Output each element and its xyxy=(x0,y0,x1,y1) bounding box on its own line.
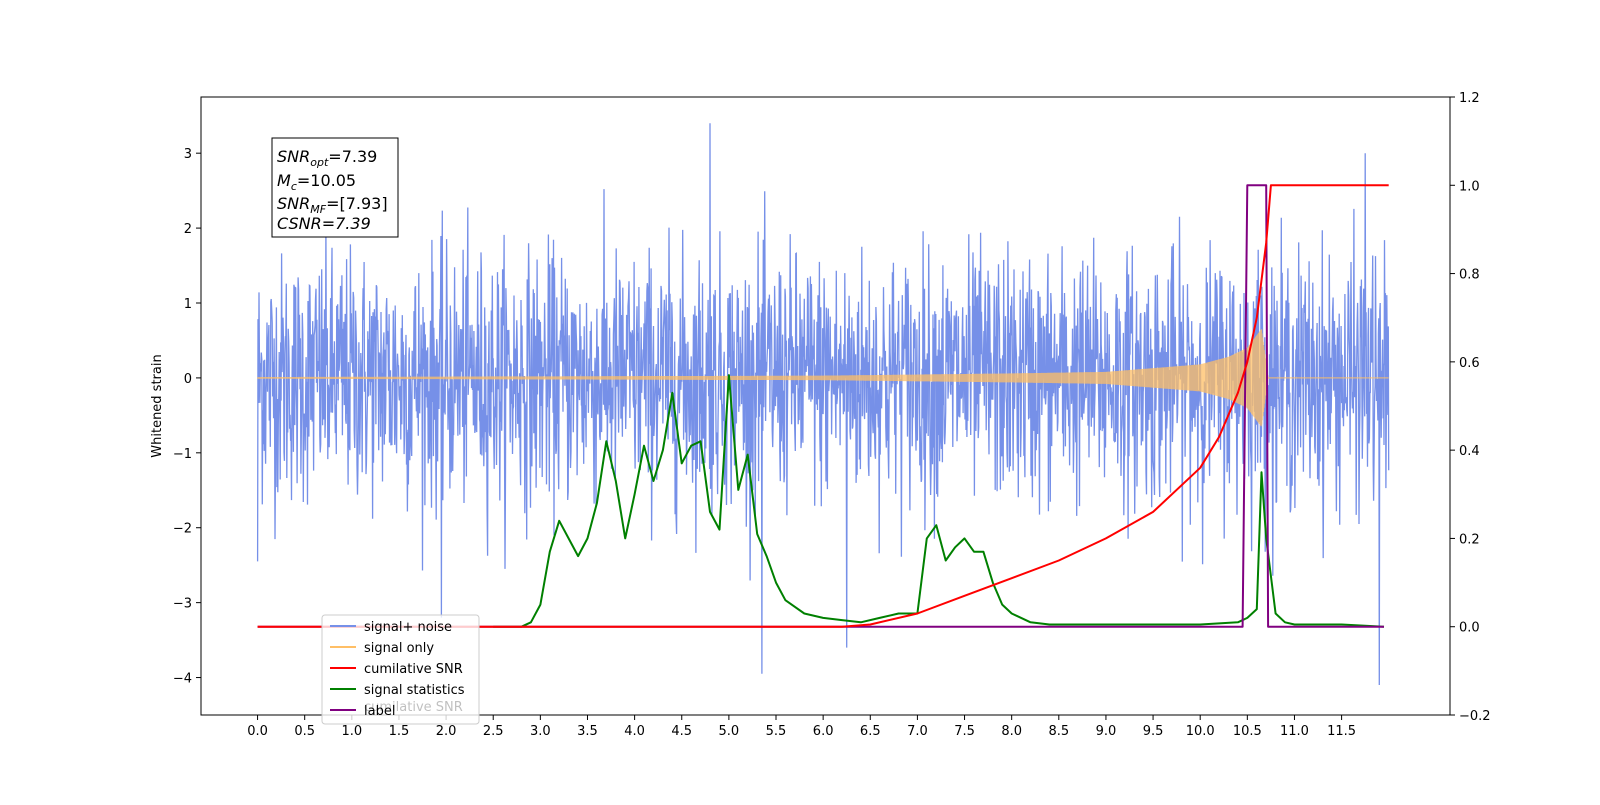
x-tick-label-16: 8.0 xyxy=(1001,724,1022,739)
x-tick-label-20: 10.0 xyxy=(1186,724,1215,739)
x-tick-label-2: 1.0 xyxy=(341,724,362,739)
y-tick-label-0: 3 xyxy=(184,147,192,162)
x-tick-label-3: 1.5 xyxy=(389,724,410,739)
x-tick-label-15: 7.5 xyxy=(954,724,975,739)
x-tick-label-22: 11.0 xyxy=(1280,724,1309,739)
x-tick-label-10: 5.0 xyxy=(719,724,740,739)
x-tick-label-17: 8.5 xyxy=(1048,724,1069,739)
x-tick-label-11: 5.5 xyxy=(766,724,787,739)
x-tick-label-4: 2.0 xyxy=(436,724,457,739)
y2-tick-label-7: −0.2 xyxy=(1459,709,1491,724)
legend-ghost-label: cumilative SNR xyxy=(364,700,463,715)
series-signal-noise-line xyxy=(256,123,1390,686)
y-axis-right: 1.2 1.0 0.8 0.6 0.4 0.2 0.0 −0.2 xyxy=(1450,91,1491,724)
x-tick-label-12: 6.0 xyxy=(813,724,834,739)
y-tick-label-6: −3 xyxy=(173,597,192,612)
legend-label-1: signal only xyxy=(364,641,434,656)
legend-label-3: signal statistics xyxy=(364,683,465,698)
x-tick-label-9: 4.5 xyxy=(671,724,692,739)
x-tick-label-19: 9.5 xyxy=(1143,724,1164,739)
y-tick-label-3: 0 xyxy=(184,372,192,387)
annotation-snr-opt: SNRopt=7.39 xyxy=(277,147,377,169)
y-axis-label: Whitened strain xyxy=(150,354,165,457)
y-tick-label-2: 1 xyxy=(184,297,192,312)
x-tick-label-18: 9.0 xyxy=(1096,724,1117,739)
annotation-snr-mf: SNRMF=[7.93] xyxy=(277,194,388,216)
legend: cumilative SNR signal+ noise signal only cu… xyxy=(321,614,480,725)
x-tick-label-8: 4.0 xyxy=(624,724,645,739)
y2-tick-label-2: 0.8 xyxy=(1459,268,1480,283)
y-tick-label-5: −2 xyxy=(173,522,192,537)
x-tick-label-0: 0.0 xyxy=(247,724,268,739)
x-axis: 0.0 0.5 1.0 1.5 2.0 2.5 3.0 3.5 4.0 4.5 5.0 5.5 6.0 6… xyxy=(247,715,1356,739)
y-tick-label-1: 2 xyxy=(184,222,192,237)
series-signal-statistics-line xyxy=(493,374,1385,628)
series-layer xyxy=(256,123,1390,686)
legend-label-4: label xyxy=(364,704,395,719)
y2-tick-label-6: 0.0 xyxy=(1459,621,1480,636)
y2-tick-label-3: 0.6 xyxy=(1459,356,1480,371)
y2-tick-label-5: 0.2 xyxy=(1459,532,1480,547)
series-cumulative-snr-line xyxy=(257,184,1389,628)
annotation-csnr: CSNR=7.39 xyxy=(277,214,371,233)
legend-label-0: signal+ noise xyxy=(364,620,452,635)
series-signal-only-line xyxy=(257,329,1389,427)
x-tick-label-13: 6.5 xyxy=(860,724,881,739)
x-tick-label-6: 3.0 xyxy=(530,724,551,739)
legend-label-2: cumilative SNR xyxy=(364,662,463,677)
y2-tick-label-1: 1.0 xyxy=(1459,179,1480,194)
x-tick-label-14: 7.0 xyxy=(907,724,928,739)
y2-tick-label-4: 0.4 xyxy=(1459,444,1480,459)
x-tick-label-5: 2.5 xyxy=(483,724,504,739)
annotation-box: SNRopt=7.39 Mc=10.05 SNRMF=[7.93] CSNR=7… xyxy=(271,137,399,238)
plot-frame xyxy=(200,96,1451,716)
x-tick-label-23: 11.5 xyxy=(1327,724,1356,739)
x-tick-label-7: 3.5 xyxy=(577,724,598,739)
y2-tick-label-0: 1.2 xyxy=(1459,91,1480,106)
annotation-mc: Mc=10.05 xyxy=(277,171,356,193)
y-tick-label-4: −1 xyxy=(173,447,192,462)
x-tick-label-1: 0.5 xyxy=(294,724,315,739)
series-label-line xyxy=(257,184,1384,628)
y-axis-left: 3 2 1 0 −1 −2 −3 −4 xyxy=(173,147,201,687)
y-tick-label-7: −4 xyxy=(173,672,192,687)
x-tick-label-21: 10.5 xyxy=(1233,724,1262,739)
